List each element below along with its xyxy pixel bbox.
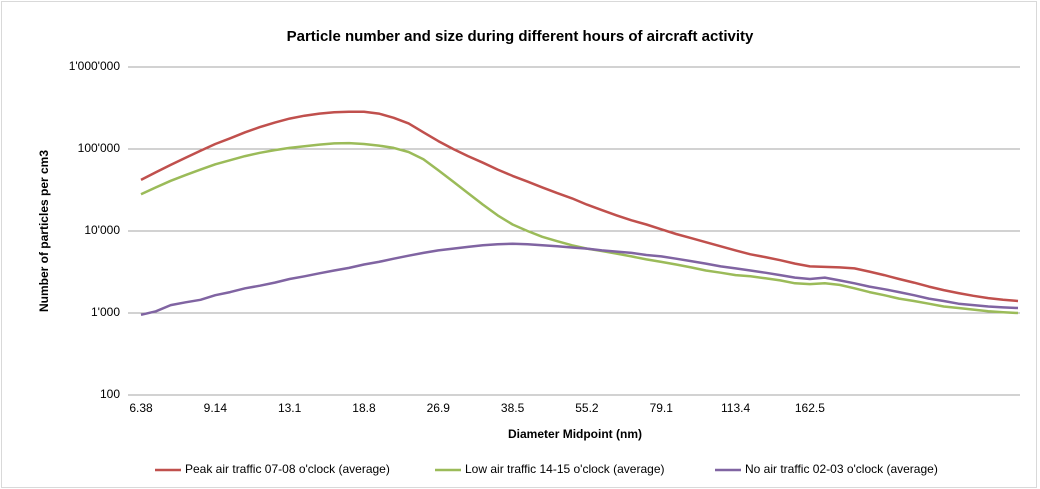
x-tick-label: 38.5 [501, 401, 525, 415]
chart-title: Particle number and size during differen… [287, 28, 754, 45]
legend-label: No air traffic 02-03 o'clock (average) [745, 462, 938, 476]
y-tick-label: 1'000'000 [69, 59, 121, 73]
y-axis-title: Number of particles per cm3 [37, 150, 51, 312]
legend-label: Low air traffic 14-15 o'clock (average) [465, 462, 665, 476]
x-tick-label: 9.14 [204, 401, 228, 415]
y-tick-label: 10'000 [84, 223, 120, 237]
x-tick-label: 55.2 [575, 401, 599, 415]
x-tick-label: 6.38 [129, 401, 153, 415]
x-tick-label: 26.9 [427, 401, 451, 415]
series-line [140, 242, 1019, 317]
x-tick-label: 13.1 [278, 401, 302, 415]
x-tick-label: 113.4 [721, 401, 750, 415]
y-tick-label: 100 [100, 387, 120, 401]
x-axis-title: Diameter Midpoint (nm) [508, 427, 642, 441]
y-tick-label: 100'000 [78, 141, 121, 155]
legend-label: Peak air traffic 07-08 o'clock (average) [185, 462, 390, 476]
y-tick-label: 1'000 [91, 305, 120, 319]
x-tick-label: 18.8 [352, 401, 376, 415]
series-line [140, 110, 1019, 303]
x-tick-label: 162.5 [795, 401, 825, 415]
x-tick-label: 79.1 [650, 401, 674, 415]
